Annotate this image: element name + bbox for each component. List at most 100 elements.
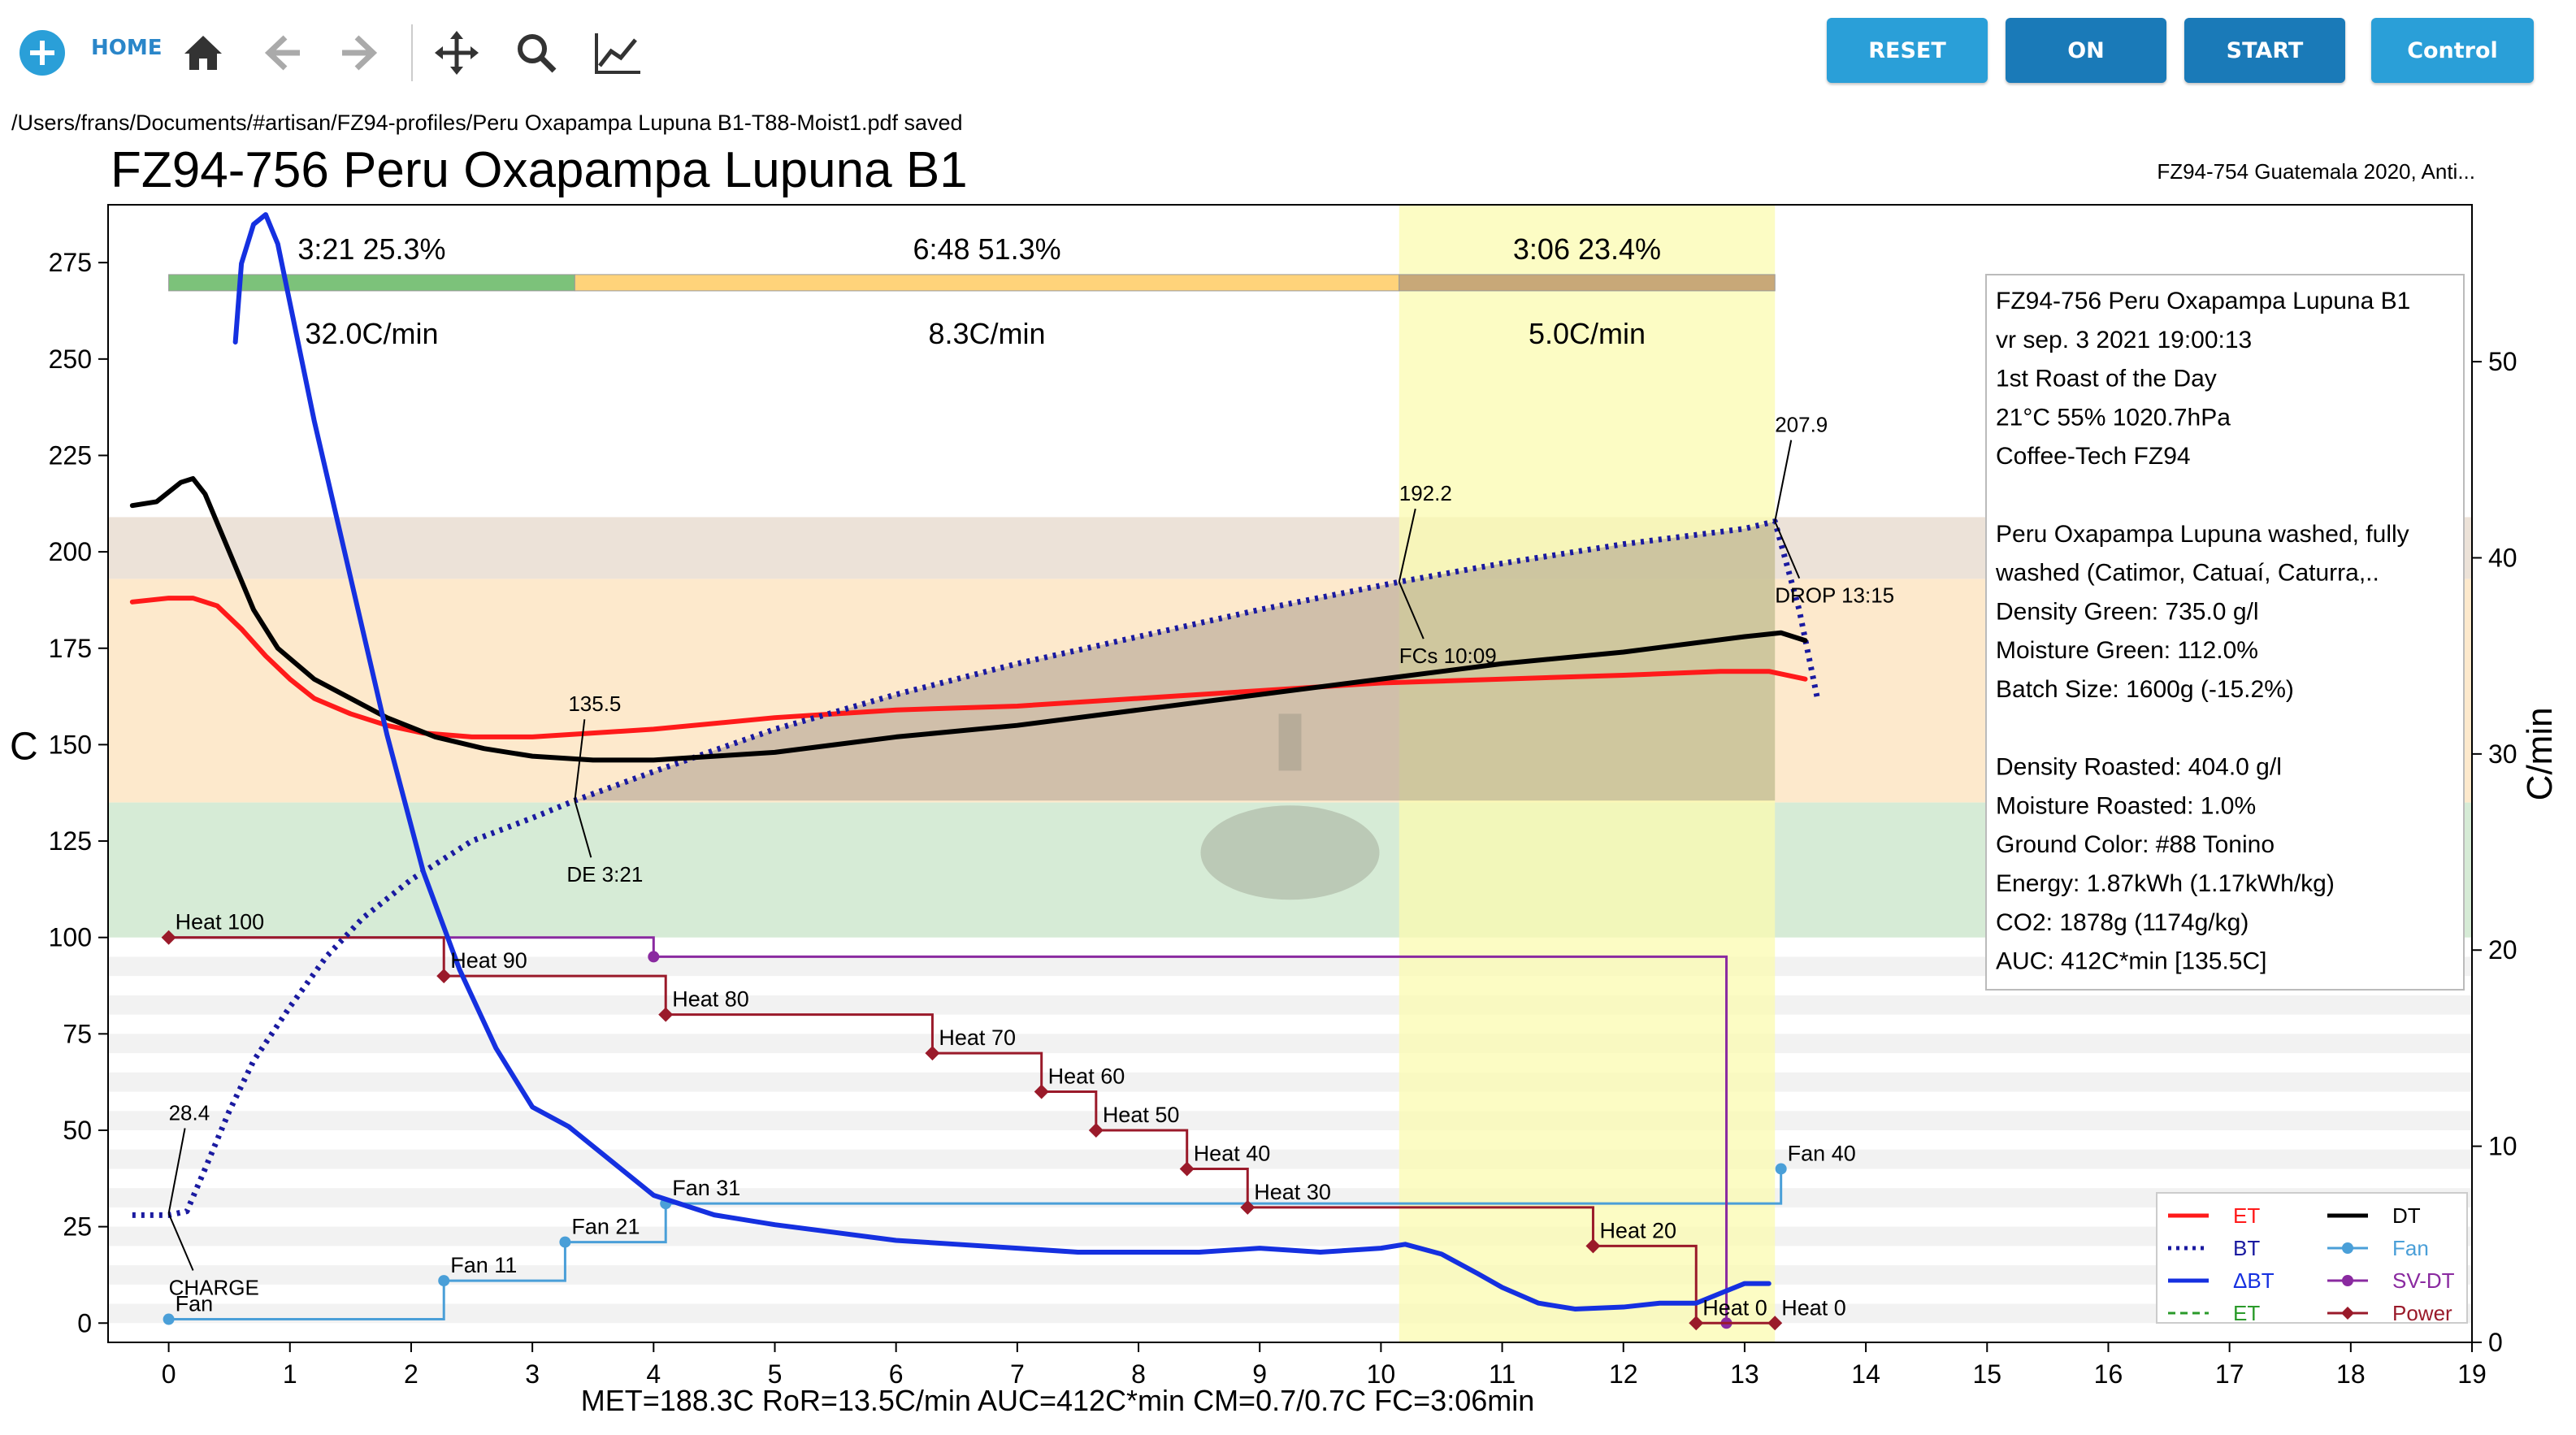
- reset-button[interactable]: RESET: [1827, 18, 1988, 83]
- forward-arrow-icon[interactable]: [335, 24, 384, 81]
- x-tick-label: 13: [1730, 1359, 1759, 1389]
- event-label: Heat 40: [1194, 1141, 1271, 1165]
- fan-marker: [1775, 1163, 1787, 1175]
- annotation-leader: [574, 800, 592, 858]
- x-tick-label: 15: [1972, 1359, 2001, 1389]
- event-label: Fan 40: [1788, 1141, 1856, 1165]
- phase-bar: [574, 274, 1400, 292]
- roast-info-line: FZ94-756 Peru Oxapampa Lupuna B1: [1996, 288, 2410, 314]
- x-tick-label: 0: [162, 1359, 176, 1389]
- power-marker: [658, 1007, 674, 1022]
- y2-tick-label: 10: [2488, 1132, 2517, 1161]
- roast-info-line: Batch Size: 1600g (-15.2%): [1996, 676, 2294, 703]
- event-label: Heat 30: [1254, 1180, 1331, 1204]
- auc-area: [575, 521, 1776, 801]
- y-tick-label: 75: [63, 1019, 92, 1048]
- annotation-label: 135.5: [568, 691, 621, 716]
- annotation-label: 28.4: [169, 1100, 210, 1125]
- power-marker: [161, 930, 176, 945]
- add-icon[interactable]: [16, 24, 68, 81]
- status-message: /Users/frans/Documents/#artisan/FZ94-pro…: [11, 111, 963, 135]
- phase-ror-label: 8.3C/min: [929, 317, 1046, 350]
- sv-dt-marker: [648, 951, 660, 963]
- legend-label: ΔBT: [2233, 1268, 2275, 1293]
- annotation-leader: [1398, 508, 1416, 583]
- fan-marker: [438, 1275, 450, 1287]
- event-label: Fan 31: [672, 1176, 740, 1200]
- annotation-leader: [1774, 440, 1793, 522]
- x-tick-label: 17: [2215, 1359, 2244, 1389]
- phase-time-label: 3:21 25.3%: [297, 232, 445, 266]
- event-label: Fan: [176, 1292, 214, 1316]
- y-tick-label: 50: [63, 1116, 92, 1145]
- roast-info-line: Moisture Roasted: 1.0%: [1996, 792, 2256, 819]
- phase-time-label: 3:06 23.4%: [1513, 232, 1661, 266]
- annotation-leader: [167, 1128, 186, 1214]
- event-label: Heat 0: [1702, 1295, 1767, 1320]
- roast-info-line: 21°C 55% 1020.7hPa: [1996, 404, 2231, 431]
- phase-ror-label: 5.0C/min: [1529, 317, 1646, 350]
- toolbar-separator: [410, 24, 414, 81]
- roast-info-line: Peru Oxapampa Lupuna washed, fully: [1996, 521, 2409, 548]
- zoom-icon[interactable]: [512, 24, 561, 81]
- phase-bar: [1399, 274, 1776, 292]
- chart-title: FZ94-756 Peru Oxapampa Lupuna B1: [111, 142, 968, 198]
- roast-info-line: Ground Color: #88 Tonino: [1996, 831, 2275, 858]
- toolbar: HOME RESET ON START Control: [0, 0, 2576, 104]
- series-δbt-line: [232, 212, 1772, 1311]
- roast-info-line: Density Green: 735.0 g/l: [1996, 598, 2259, 625]
- pan-icon[interactable]: [432, 24, 481, 81]
- annotation-leader: [574, 719, 586, 801]
- y-tick-label: 175: [49, 634, 92, 663]
- start-button[interactable]: START: [2184, 18, 2345, 83]
- event-label: Heat 50: [1103, 1103, 1180, 1127]
- home-icon[interactable]: [179, 24, 228, 81]
- phase-time-label: 6:48 51.3%: [913, 232, 1060, 266]
- roast-chart[interactable]: FZ94-756 Peru Oxapampa Lupuna B1 FZ94-754…: [0, 138, 2576, 1435]
- y-tick-label: 250: [49, 345, 92, 374]
- back-arrow-icon[interactable]: [258, 24, 307, 81]
- event-label: Heat 0: [1781, 1295, 1846, 1320]
- grid-stripe: [108, 1034, 2472, 1054]
- series-dt-line: [129, 475, 1808, 763]
- legend-swatch: [2342, 1242, 2353, 1254]
- event-label: Heat 100: [176, 910, 265, 934]
- legend-label: ET: [2233, 1203, 2260, 1228]
- x-tick-label: 19: [2457, 1359, 2487, 1389]
- on-button[interactable]: ON: [2006, 18, 2166, 83]
- y2-tick-label: 40: [2488, 543, 2517, 572]
- roast-info-line: Density Roasted: 404.0 g/l: [1996, 754, 2282, 781]
- x-tick-label: 18: [2336, 1359, 2366, 1389]
- home-link[interactable]: HOME: [91, 36, 163, 60]
- roast-info-line: vr sep. 3 2021 19:00:13: [1996, 327, 2252, 353]
- y-tick-label: 25: [63, 1212, 92, 1242]
- annotation-leader: [167, 1213, 194, 1271]
- legend-label: BT: [2233, 1236, 2260, 1260]
- y-tick-label: 125: [49, 826, 92, 856]
- control-button[interactable]: Control: [2371, 18, 2534, 83]
- y2-tick-label: 30: [2488, 739, 2517, 769]
- chart-icon[interactable]: [592, 24, 644, 81]
- y-axis-label: C: [10, 725, 38, 768]
- roast-info-line: Energy: 1.87kWh (1.17kWh/kg): [1996, 870, 2335, 897]
- watermark-logo: [1200, 805, 1380, 900]
- y-tick-label: 225: [49, 440, 92, 470]
- y2-axis-label: C/min: [2520, 707, 2560, 800]
- annotation-label: DE 3:21: [566, 862, 643, 887]
- x-tick-label: 9: [1252, 1359, 1267, 1389]
- roast-info-line: Coffee-Tech FZ94: [1996, 443, 2191, 470]
- event-label: Heat 70: [939, 1025, 1016, 1050]
- x-tick-label: 14: [1851, 1359, 1880, 1389]
- roast-info-box: [1985, 274, 2465, 991]
- power-marker: [925, 1046, 940, 1061]
- annotation-label: FCs 10:09: [1399, 644, 1497, 668]
- x-tick-label: 16: [2094, 1359, 2123, 1389]
- series-et-line: [129, 596, 1808, 739]
- event-label: Heat 60: [1048, 1064, 1125, 1089]
- annotation-leader: [1398, 581, 1425, 639]
- roast-info-line: 1st Roast of the Day: [1996, 366, 2217, 392]
- x-tick-label: 5: [768, 1359, 783, 1389]
- grid-stripe: [108, 1265, 2472, 1285]
- plot-frame: [107, 204, 2473, 1343]
- x-tick-label: 12: [1609, 1359, 1638, 1389]
